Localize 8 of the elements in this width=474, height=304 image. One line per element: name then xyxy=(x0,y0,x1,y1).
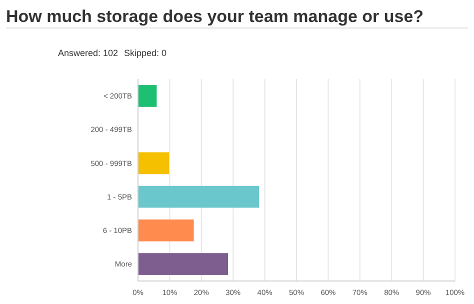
bar xyxy=(138,253,228,275)
text: Skipped: 0 xyxy=(124,48,167,58)
bar xyxy=(138,152,170,174)
bar xyxy=(138,186,260,208)
bar xyxy=(138,85,157,107)
chart-title: How much storage does your team manage or use? xyxy=(6,7,424,26)
bar xyxy=(138,219,194,242)
text: Answered: 102 xyxy=(58,48,118,58)
